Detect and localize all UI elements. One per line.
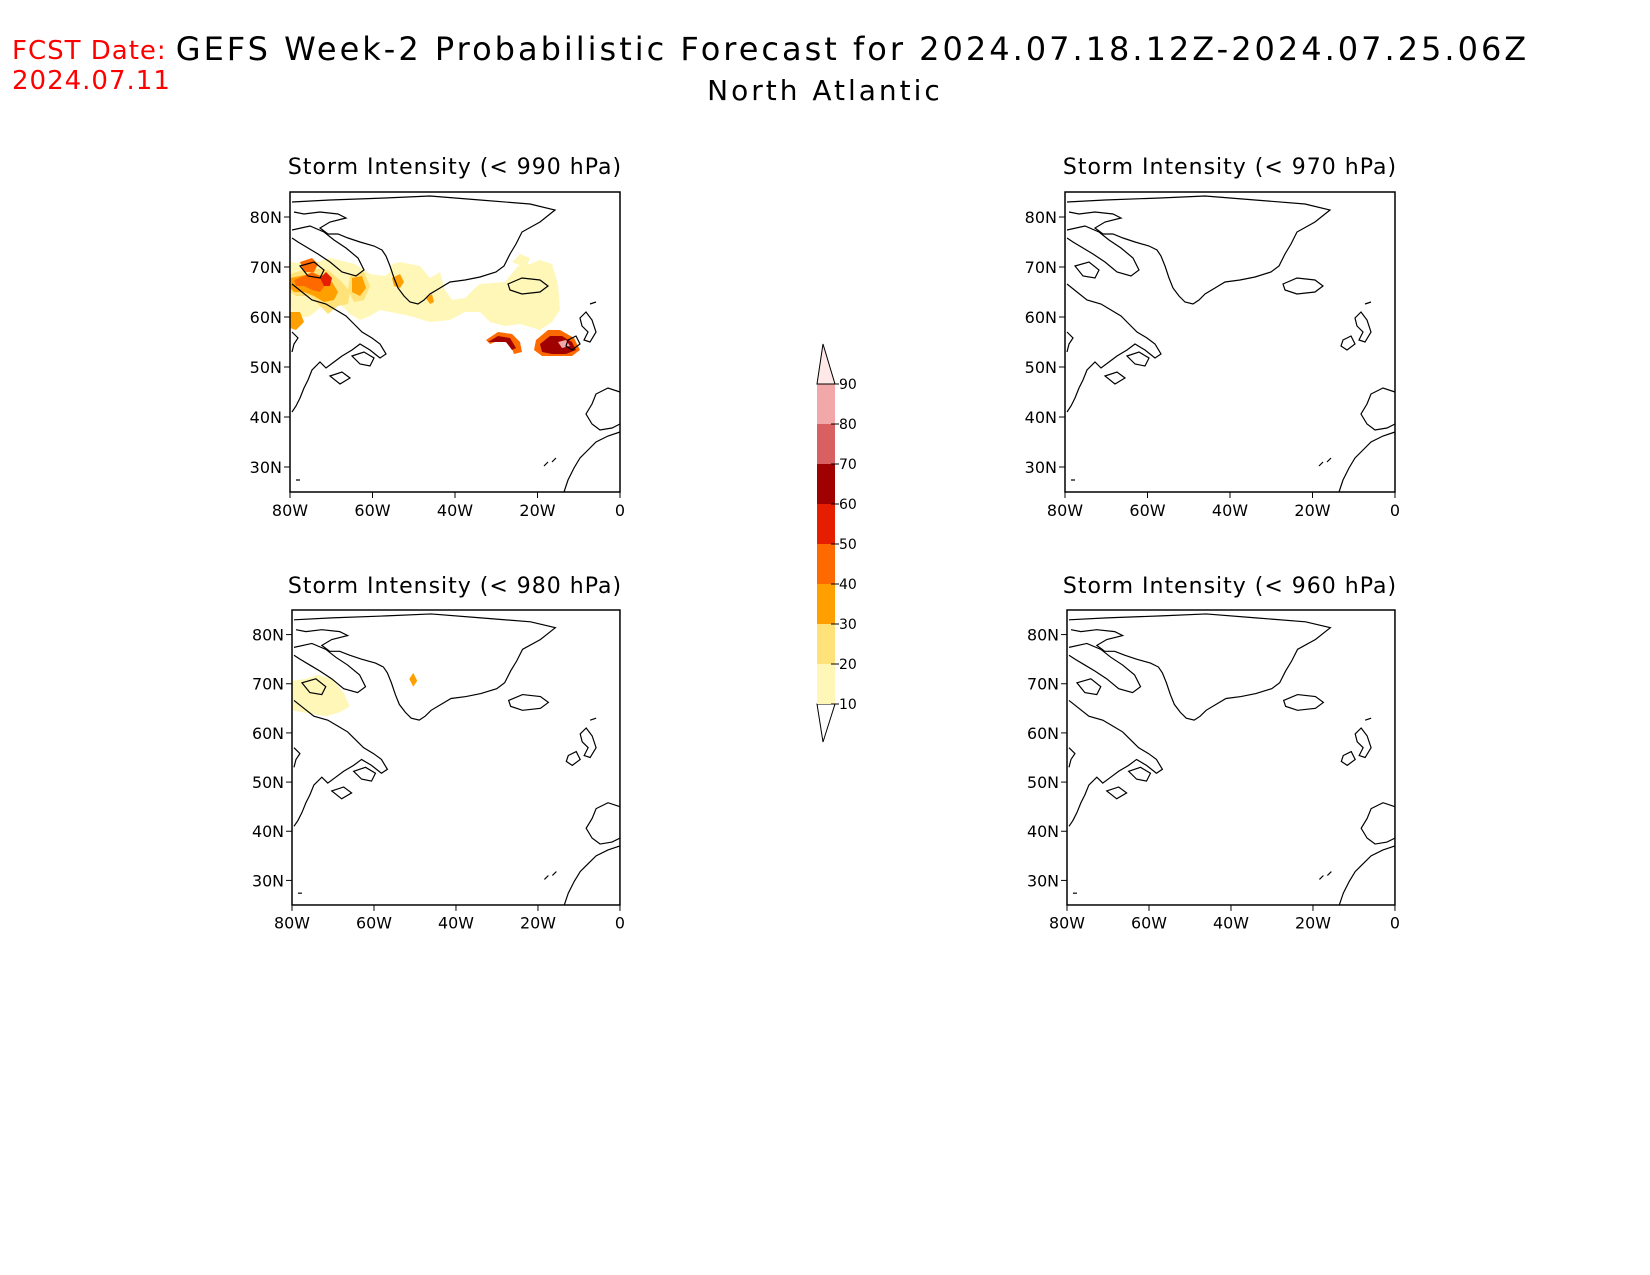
- lat-label: 50N: [1025, 358, 1057, 377]
- map-plot-980: 80W 60W 40W 20W 0 80N 70N 60N 50N 40N 30…: [252, 609, 625, 933]
- map-plot-960: 80W 60W 40W 20W 0 80N 70N 60N 50N 40N 30…: [1027, 609, 1400, 933]
- colorbar-box: [817, 624, 835, 664]
- panel-980: Storm Intensity (< 980 hPa) 80W 60W 40W …: [252, 574, 625, 933]
- lat-label: 80N: [252, 626, 284, 645]
- colorbar-label: 20: [839, 657, 857, 673]
- probability-shading-990: [290, 254, 580, 356]
- colorbar-label: 70: [839, 457, 857, 473]
- lat-label: 30N: [1027, 871, 1059, 890]
- axis-ticks-970: 80W 60W 40W 20W 0 80N 70N 60N 50N 40N 30…: [1025, 208, 1400, 520]
- lon-label: 40W: [437, 501, 473, 520]
- axis-ticks-980: 80W 60W 40W 20W 0 80N 70N 60N 50N 40N 30…: [252, 626, 625, 933]
- lon-label: 20W: [519, 501, 555, 520]
- colorbar-label: 50: [839, 537, 857, 553]
- panel-title-970: Storm Intensity (< 970 hPa): [1063, 155, 1397, 180]
- lat-label: 60N: [1027, 724, 1059, 743]
- colorbar-box: [817, 584, 835, 624]
- colorbar-label: 30: [839, 617, 857, 633]
- lon-label: 80W: [274, 914, 310, 933]
- lon-label: 80W: [1047, 501, 1083, 520]
- lon-label: 60W: [354, 501, 390, 520]
- lat-label: 40N: [250, 408, 282, 427]
- plot-frame-970: [1064, 191, 1396, 493]
- colorbar-lower-extension: [816, 703, 836, 743]
- probability-shading-980: [292, 672, 418, 717]
- lat-label: 60N: [1025, 308, 1057, 327]
- lat-label: 50N: [250, 358, 282, 377]
- plot-frame-960: [1066, 609, 1396, 906]
- colorbar-upper-extension: [816, 343, 836, 385]
- lat-label: 30N: [252, 871, 284, 890]
- colorbar-label: 60: [839, 497, 857, 513]
- forecast-date-block: FCST Date: 2024.07.11: [12, 36, 171, 96]
- panel-970: Storm Intensity (< 970 hPa) 80W 60W 40W …: [1025, 155, 1400, 520]
- lon-label: 40W: [1213, 914, 1249, 933]
- lat-label: 70N: [1027, 675, 1059, 694]
- lon-label: 0: [615, 914, 625, 933]
- lat-label: 60N: [250, 308, 282, 327]
- lon-label: 80W: [272, 501, 308, 520]
- lat-label: 40N: [1025, 408, 1057, 427]
- colorbar-box: [817, 464, 835, 504]
- axis-ticks-990: 80W 60W 40W 20W 0 80N 70N 60N 50N 40N 30…: [250, 208, 625, 520]
- colorbar-label: 80: [839, 417, 857, 433]
- lat-label: 80N: [250, 208, 282, 227]
- forecast-date-label: FCST Date:: [12, 36, 167, 66]
- plot-frame-980: [291, 609, 621, 906]
- figure-title: GEFS Week-2 Probabilistic Forecast for 2…: [175, 30, 1530, 68]
- lon-label: 20W: [1295, 914, 1331, 933]
- lat-label: 60N: [252, 724, 284, 743]
- lat-label: 30N: [250, 458, 282, 477]
- lat-label: 30N: [1025, 458, 1057, 477]
- lon-label: 0: [1390, 501, 1400, 520]
- colorbar: 10 20 30 40 50 60 70 80 90: [816, 343, 857, 743]
- lon-label: 40W: [1212, 501, 1248, 520]
- coastlines-960: [1068, 613, 1396, 906]
- colorbar-box: [817, 384, 835, 424]
- lat-label: 80N: [1027, 626, 1059, 645]
- region-subtitle: North Atlantic: [707, 74, 943, 107]
- lat-label: 70N: [250, 258, 282, 277]
- lat-label: 40N: [252, 822, 284, 841]
- lon-label: 60W: [1131, 914, 1167, 933]
- lon-label: 60W: [356, 914, 392, 933]
- lon-label: 80W: [1049, 914, 1085, 933]
- axis-ticks-960: 80W 60W 40W 20W 0 80N 70N 60N 50N 40N 30…: [1027, 626, 1400, 933]
- lon-label: 0: [615, 501, 625, 520]
- colorbar-box: [817, 504, 835, 544]
- lon-label: 20W: [520, 914, 556, 933]
- lat-label: 70N: [252, 675, 284, 694]
- figure-title-block: GEFS Week-2 Probabilistic Forecast for 2…: [0, 30, 1650, 107]
- forecast-date-value: 2024.07.11: [12, 66, 171, 96]
- coastlines-970: [1066, 195, 1396, 493]
- colorbar-label: 40: [839, 577, 857, 593]
- lat-label: 50N: [252, 773, 284, 792]
- lat-label: 40N: [1027, 822, 1059, 841]
- lon-label: 40W: [438, 914, 474, 933]
- map-plot-990: 80W 60W 40W 20W 0 80N 70N 60N 50N 40N 30…: [250, 191, 625, 520]
- colorbar-box: [817, 544, 835, 584]
- lat-label: 70N: [1025, 258, 1057, 277]
- lon-label: 60W: [1129, 501, 1165, 520]
- coastlines-980: [293, 613, 621, 906]
- panel-960: Storm Intensity (< 960 hPa) 80W 60W 40W …: [1027, 574, 1400, 933]
- colorbar-box: [817, 664, 835, 704]
- colorbar-box: [817, 424, 835, 464]
- panel-title-980: Storm Intensity (< 980 hPa): [288, 574, 622, 599]
- lat-label: 80N: [1025, 208, 1057, 227]
- lat-label: 50N: [1027, 773, 1059, 792]
- map-plot-970: 80W 60W 40W 20W 0 80N 70N 60N 50N 40N 30…: [1025, 191, 1400, 520]
- lon-label: 20W: [1294, 501, 1330, 520]
- panel-990: Storm Intensity (< 990 hPa): [250, 155, 625, 520]
- panel-title-960: Storm Intensity (< 960 hPa): [1063, 574, 1397, 599]
- lon-label: 0: [1390, 914, 1400, 933]
- colorbar-label: 10: [839, 697, 857, 713]
- panel-title-990: Storm Intensity (< 990 hPa): [288, 155, 622, 180]
- colorbar-label: 90: [839, 377, 857, 393]
